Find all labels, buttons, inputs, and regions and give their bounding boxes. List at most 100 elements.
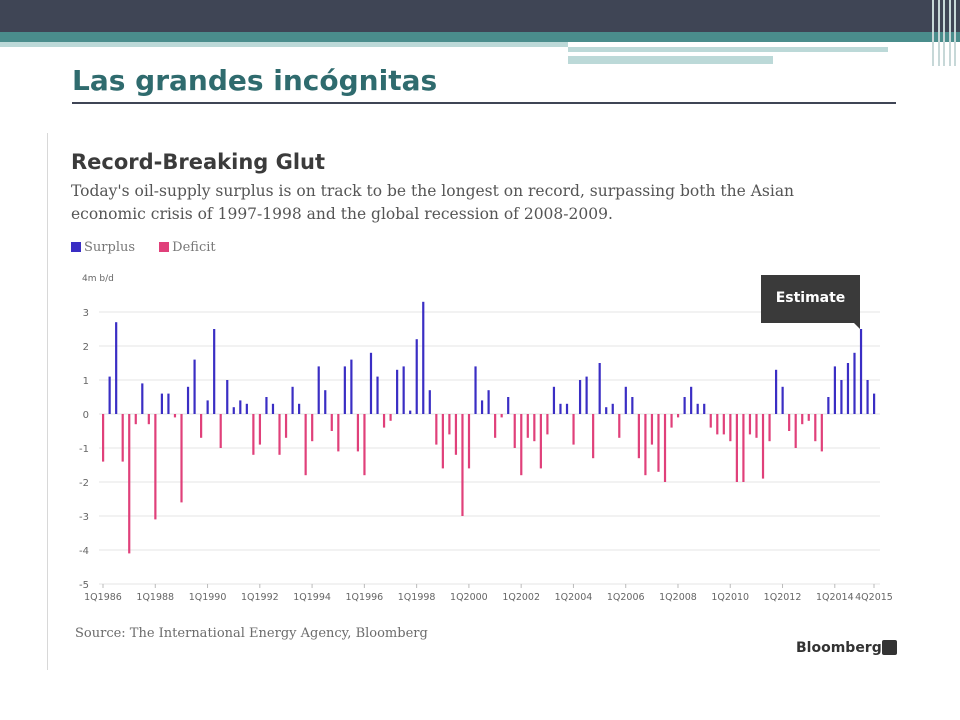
legend-swatch-deficit (159, 242, 170, 252)
chart-subtitle: Today's oil-supply surplus is on track t… (71, 182, 795, 223)
deficit-bar (311, 414, 314, 442)
x-tick-label: 1Q1986 (84, 592, 122, 603)
deficit-bar (134, 414, 137, 425)
deficit-bar (382, 414, 386, 428)
deficit-bar (278, 414, 281, 455)
deficit-bar (441, 414, 444, 469)
brand-logo-text: Bloomberg (796, 640, 882, 656)
surplus-bar (428, 390, 431, 414)
surplus-bar (853, 352, 856, 414)
surplus-bar (696, 403, 699, 414)
surplus-bar (193, 359, 196, 414)
surplus-bar (827, 397, 830, 414)
surplus-bar (213, 329, 216, 414)
surplus-bar (265, 397, 268, 414)
legend-item-deficit: Deficit (159, 240, 216, 255)
deficit-bar (102, 414, 105, 462)
deficit-bar (330, 414, 333, 431)
y-tick-label: -1 (79, 444, 89, 455)
x-tick-label: 1Q1990 (189, 592, 227, 603)
surplus-bar (324, 390, 327, 414)
surplus-bar (271, 403, 275, 414)
bloomberg-chart-icon (882, 640, 897, 655)
x-tick-label: 4Q2015 (855, 592, 893, 603)
surplus-bar (343, 366, 346, 414)
surplus-bar (578, 380, 582, 414)
surplus-bar (559, 403, 562, 414)
deficit-bar (454, 414, 458, 455)
slide-top-bar (0, 0, 960, 32)
x-tick-label: 1Q2006 (607, 592, 645, 603)
deficit-bar (467, 414, 471, 469)
surplus-bar (291, 386, 294, 414)
surplus-bar (873, 393, 876, 414)
deficit-bar (788, 414, 791, 431)
x-tick-label: 1Q2012 (764, 592, 802, 603)
y-axis-unit-label: 4m b/d (82, 274, 114, 284)
surplus-bar (160, 393, 164, 414)
surplus-bar (317, 366, 320, 414)
surplus-bar (781, 386, 784, 414)
slide-corner-decoration (930, 0, 960, 66)
deficit-bar (794, 414, 797, 448)
surplus-bar (598, 363, 601, 414)
estimate-callout: Estimate (761, 275, 860, 323)
surplus-bar (396, 369, 399, 414)
deficit-bar (716, 414, 719, 435)
deficit-bar (657, 414, 660, 472)
surplus-bar (487, 390, 490, 414)
deficit-bar (154, 414, 157, 520)
deficit-bar (304, 414, 307, 476)
surplus-bar (507, 397, 510, 414)
x-tick-label: 1Q1994 (293, 592, 331, 603)
deficit-bar (592, 414, 595, 459)
surplus-bar (474, 366, 477, 414)
surplus-bar (141, 383, 144, 414)
deficit-bar (801, 414, 804, 425)
surplus-bar (611, 403, 614, 414)
deficit-bar (258, 414, 262, 445)
surplus-bar (690, 386, 693, 414)
deficit-bar (252, 414, 255, 455)
surplus-bar (585, 376, 588, 414)
surplus-bar (350, 359, 353, 414)
surplus-bar (833, 366, 836, 414)
x-tick-label: 1Q2004 (555, 592, 593, 603)
deficit-bar (147, 414, 150, 425)
deficit-bar (128, 414, 131, 554)
x-tick-label: 1Q2000 (450, 592, 488, 603)
deficit-bar (768, 414, 771, 442)
y-tick-label: 0 (83, 410, 89, 421)
deficit-bar (748, 414, 752, 435)
x-tick-label: 1Q1988 (136, 592, 174, 603)
deficit-bar (494, 414, 497, 438)
deficit-bar (520, 414, 523, 476)
x-tick-label: 1Q1992 (241, 592, 279, 603)
deficit-bar (729, 414, 732, 442)
surplus-bar (565, 403, 569, 414)
surplus-bar (226, 380, 229, 414)
surplus-bar (859, 329, 863, 414)
y-tick-label: -4 (79, 546, 89, 557)
chart-legend: Surplus Deficit (71, 240, 236, 255)
deficit-bar (448, 414, 451, 435)
deficit-bar (735, 414, 738, 482)
deficit-bar (709, 414, 712, 428)
source-note: Source: The International Energy Agency,… (75, 626, 428, 641)
deficit-bar (337, 414, 340, 452)
legend-swatch-surplus (71, 242, 81, 252)
x-tick-label: 1Q2002 (502, 592, 540, 603)
surplus-bar (846, 363, 850, 414)
deficit-bar (572, 414, 575, 445)
deficit-bar (539, 414, 542, 469)
surplus-bar (774, 369, 778, 414)
deficit-bar (663, 414, 667, 482)
title-underline (72, 102, 896, 104)
deficit-bar (500, 414, 503, 418)
surplus-bar (369, 352, 373, 414)
surplus-bar (186, 386, 190, 414)
x-tick-label: 1Q1996 (346, 592, 384, 603)
x-tick-label: 1Q2014 (816, 592, 854, 603)
surplus-bar (840, 380, 843, 414)
